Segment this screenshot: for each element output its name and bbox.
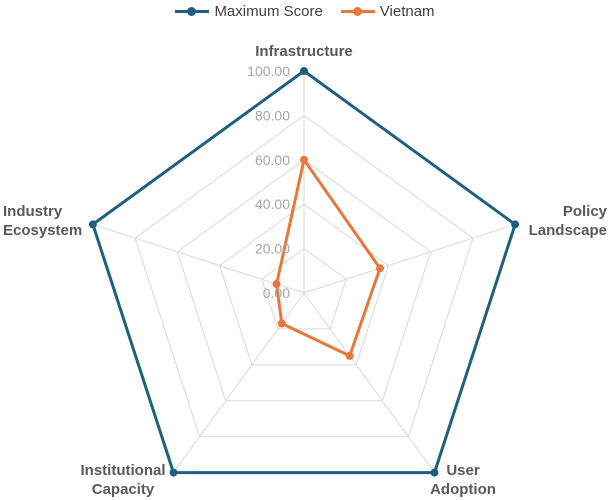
tick-label-1: 20.00 bbox=[255, 241, 290, 257]
series-0-point-2 bbox=[430, 468, 439, 477]
series-1-point-1 bbox=[376, 264, 385, 273]
grid-ring-4 bbox=[134, 114, 474, 438]
spoke-4 bbox=[92, 223, 305, 294]
grid-ring-2 bbox=[218, 203, 390, 366]
axis-label-0-line-0: Infrastructure bbox=[255, 43, 353, 60]
axis-label-2-line-1: Adoption bbox=[430, 481, 496, 498]
legend-swatch-vietnam bbox=[340, 6, 375, 16]
tick-label-0: 0.00 bbox=[263, 285, 290, 301]
grid-ring-3 bbox=[176, 159, 432, 402]
axis-label-3-line-0: Institutional bbox=[81, 462, 166, 479]
spoke-2 bbox=[303, 292, 435, 473]
grid-ring-1 bbox=[261, 247, 347, 330]
axis-label-1-line-0: Policy bbox=[563, 203, 608, 220]
series-1-point-4 bbox=[272, 280, 281, 289]
spoke-3 bbox=[173, 292, 305, 473]
series-0-point-4 bbox=[88, 220, 97, 229]
tick-label-4: 80.00 bbox=[255, 107, 290, 123]
axis-label-2-line-0: User bbox=[446, 462, 480, 479]
series-line-1 bbox=[275, 158, 382, 358]
series-0-point-0 bbox=[300, 67, 308, 75]
legend-swatch-maximum-score bbox=[175, 6, 210, 16]
series-line-0 bbox=[91, 69, 517, 475]
axis-label-1-line-1: Landscape bbox=[529, 222, 607, 239]
tick-label-5: 100.00 bbox=[247, 63, 290, 79]
legend-item-vietnam[interactable]: Vietnam bbox=[340, 2, 435, 20]
legend: Maximum Score Vietnam bbox=[0, 0, 610, 22]
series-1-point-2 bbox=[345, 351, 354, 360]
legend-item-maximum-score[interactable]: Maximum Score bbox=[175, 2, 323, 20]
series-1-point-3 bbox=[277, 319, 286, 328]
axis-label-3-line-1: Capacity bbox=[92, 481, 155, 498]
spoke-1 bbox=[303, 223, 516, 294]
series-0-point-1 bbox=[511, 220, 520, 229]
axis-label-4-line-0: Industry bbox=[3, 203, 63, 220]
tick-label-2: 40.00 bbox=[255, 196, 290, 212]
tick-label-3: 60.00 bbox=[255, 152, 290, 168]
series-1-point-0 bbox=[300, 155, 308, 164]
axis-label-4-line-1: Ecosystem bbox=[3, 222, 82, 239]
series-0-point-3 bbox=[169, 468, 178, 477]
legend-label-maximum-score: Maximum Score bbox=[214, 2, 323, 20]
legend-label-vietnam: Vietnam bbox=[379, 2, 435, 20]
